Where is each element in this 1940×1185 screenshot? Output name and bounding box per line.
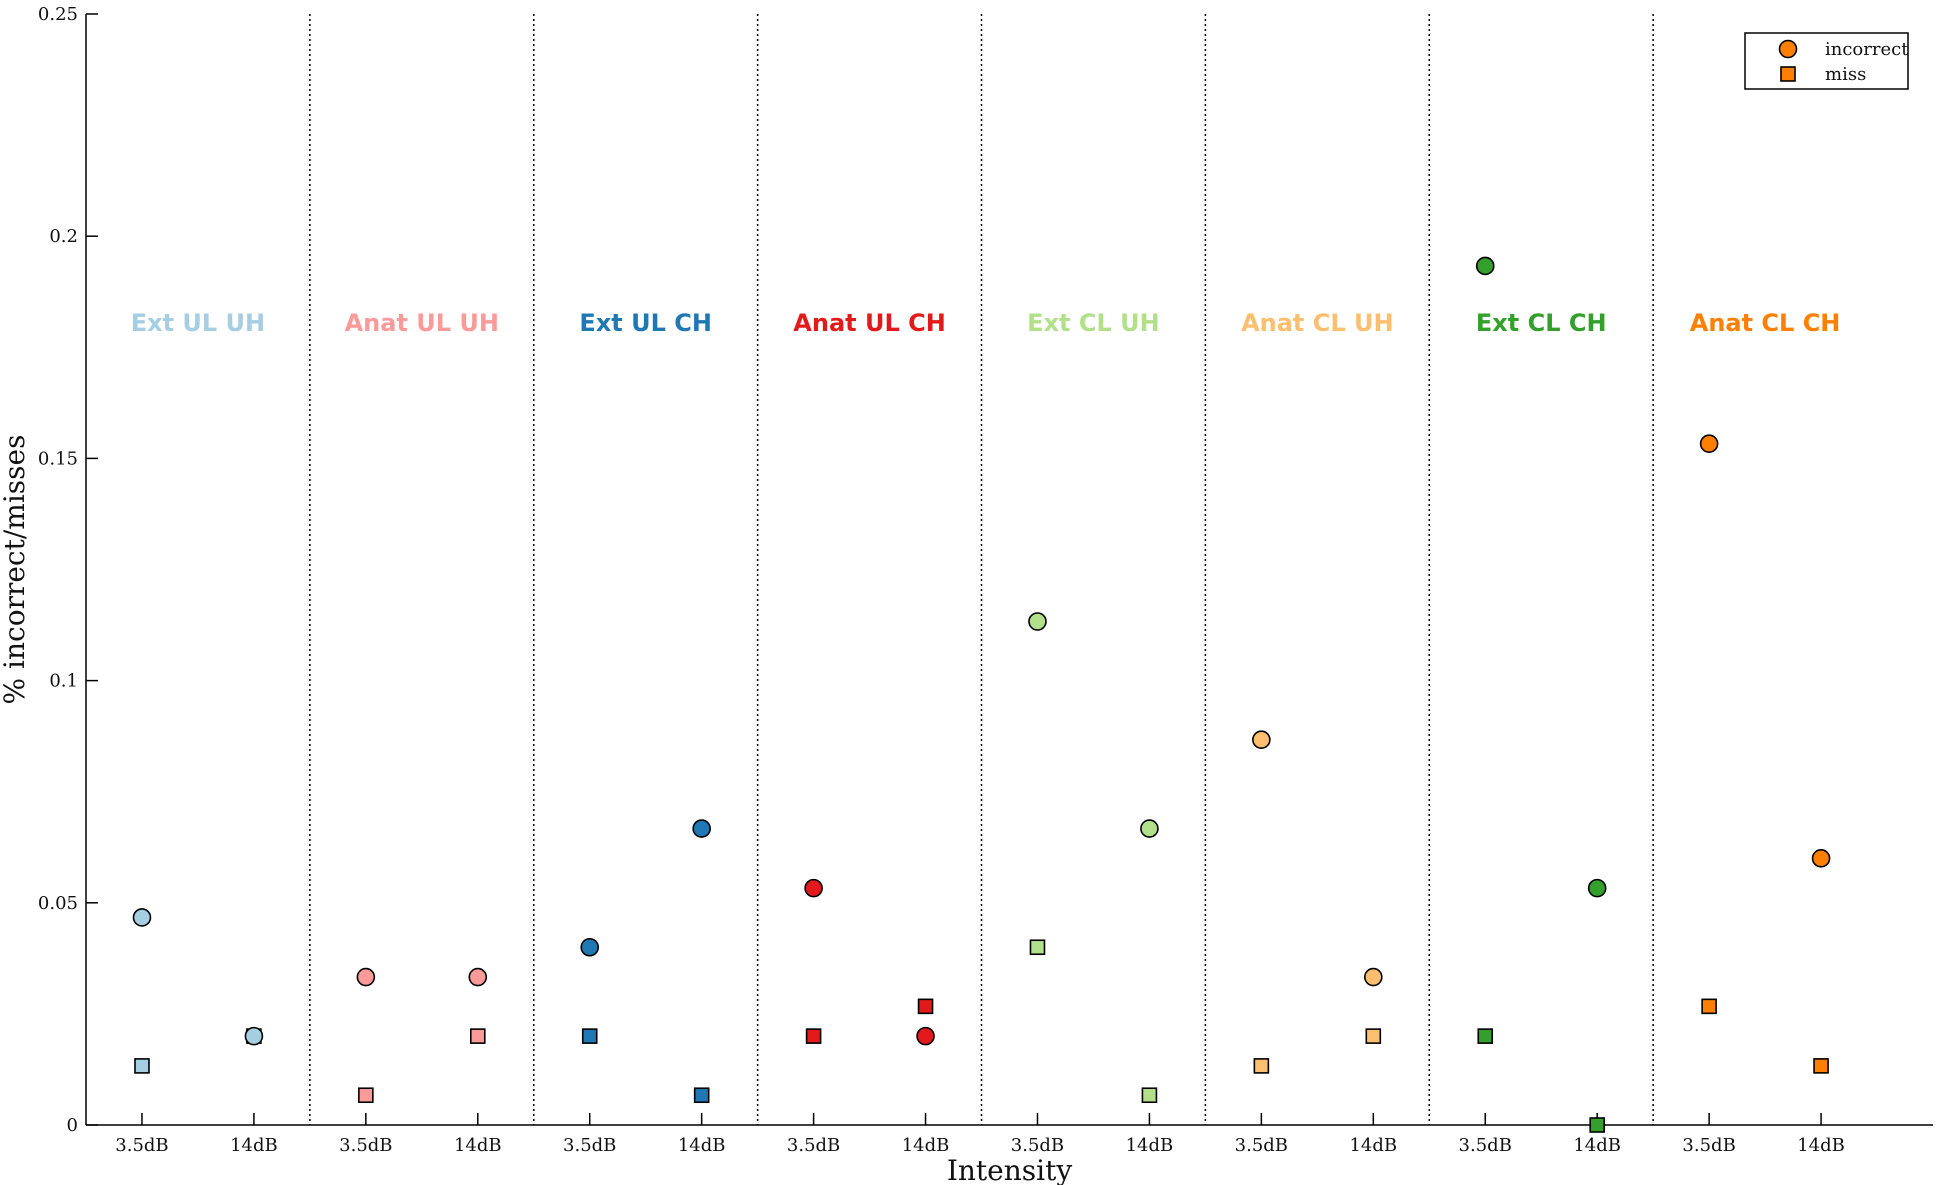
y-tick-label: 0.25 (38, 4, 78, 25)
x-tick-label: 3.5dB (1235, 1135, 1288, 1156)
miss-point (358, 1087, 374, 1104)
group-label: Ext CL UH (1027, 309, 1160, 337)
x-tick-label: 14dB (1126, 1135, 1174, 1156)
x-tick-label: 14dB (1573, 1135, 1621, 1156)
miss-point (581, 1028, 598, 1044)
data-markers (132, 256, 1831, 1133)
miss-point (805, 1028, 822, 1044)
group-label: Anat CL CH (1690, 309, 1841, 337)
miss-point (1253, 1058, 1270, 1074)
miss-point (1029, 939, 1046, 956)
miss-point (693, 1087, 710, 1104)
miss-point (917, 998, 934, 1015)
legend-label: miss (1825, 64, 1866, 85)
miss-point (1701, 998, 1717, 1015)
group-label: Anat UL CH (793, 309, 946, 337)
incorrect-point (468, 967, 488, 987)
incorrect-point (804, 878, 823, 898)
group-labels: Ext UL UH Anat UL UH Ext UL CH Anat UL CH Ex… (131, 309, 1841, 337)
axes: 0 0.05 0.1 0.15 0.2 0.25 3.5dB 14dB 3.5dB 14dB 3.5… (38, 4, 1933, 1156)
incorrect-point (1028, 612, 1047, 631)
incorrect-point (1475, 256, 1495, 276)
group-label: Ext UL CH (579, 309, 712, 337)
y-tick-label: 0.1 (49, 671, 78, 692)
miss-point (1589, 1117, 1605, 1133)
x-axis-title: Intensity (947, 1154, 1073, 1185)
legend-label: incorrect (1825, 39, 1909, 60)
x-tick-label: 3.5dB (115, 1135, 168, 1156)
legend-incorrect-icon (1778, 39, 1798, 59)
legend-miss-icon (1780, 66, 1796, 82)
incorrect-point (1364, 967, 1383, 987)
x-tick-label: 14dB (230, 1135, 278, 1156)
incorrect-point (692, 819, 711, 838)
legend-box (1744, 32, 1909, 90)
y-tick-label: 0.2 (49, 226, 78, 247)
x-tick-label: 3.5dB (1459, 1135, 1512, 1156)
x-tick-label: 14dB (678, 1135, 726, 1156)
group-label: Ext UL UH (131, 309, 265, 337)
group-dividers (309, 14, 1654, 1125)
x-tick-label: 3.5dB (1682, 1135, 1735, 1156)
incorrect-point (1252, 730, 1271, 750)
incorrect-point (580, 937, 600, 957)
y-axis-title: % incorrect/misses (0, 435, 31, 705)
x-tick-label: 3.5dB (339, 1135, 392, 1156)
y-tick-label: 0.05 (38, 893, 78, 914)
incorrect-point (916, 1026, 935, 1046)
x-tick-label: 14dB (1349, 1135, 1397, 1156)
x-tick-label: 14dB (454, 1135, 502, 1156)
x-tick-label: 14dB (902, 1135, 950, 1156)
x-tick-label: 3.5dB (787, 1135, 840, 1156)
y-tick-label: 0 (67, 1115, 78, 1136)
miss-point (134, 1058, 150, 1074)
legend: incorrect miss (1744, 32, 1909, 90)
miss-point (469, 1028, 486, 1044)
incorrect-point (1811, 849, 1831, 868)
y-tick-label: 0.15 (38, 448, 78, 469)
x-tick-label: 3.5dB (563, 1135, 616, 1156)
x-tick-label: 14dB (1797, 1135, 1845, 1156)
group-label: Ext CL CH (1476, 309, 1607, 337)
miss-point (1477, 1028, 1494, 1044)
incorrect-point (1140, 819, 1159, 838)
group-label: Anat CL UH (1241, 309, 1394, 337)
group-label: Anat UL UH (345, 309, 499, 337)
miss-point (1141, 1087, 1158, 1104)
incorrect-point (132, 908, 152, 927)
x-tick-label: 3.5dB (1011, 1135, 1064, 1156)
incorrect-point (1587, 878, 1607, 898)
miss-point (1365, 1028, 1382, 1044)
incorrect-point (356, 967, 376, 987)
incorrect-point (1699, 434, 1719, 454)
incorrect-point (244, 1026, 264, 1046)
miss-point (1813, 1058, 1829, 1074)
